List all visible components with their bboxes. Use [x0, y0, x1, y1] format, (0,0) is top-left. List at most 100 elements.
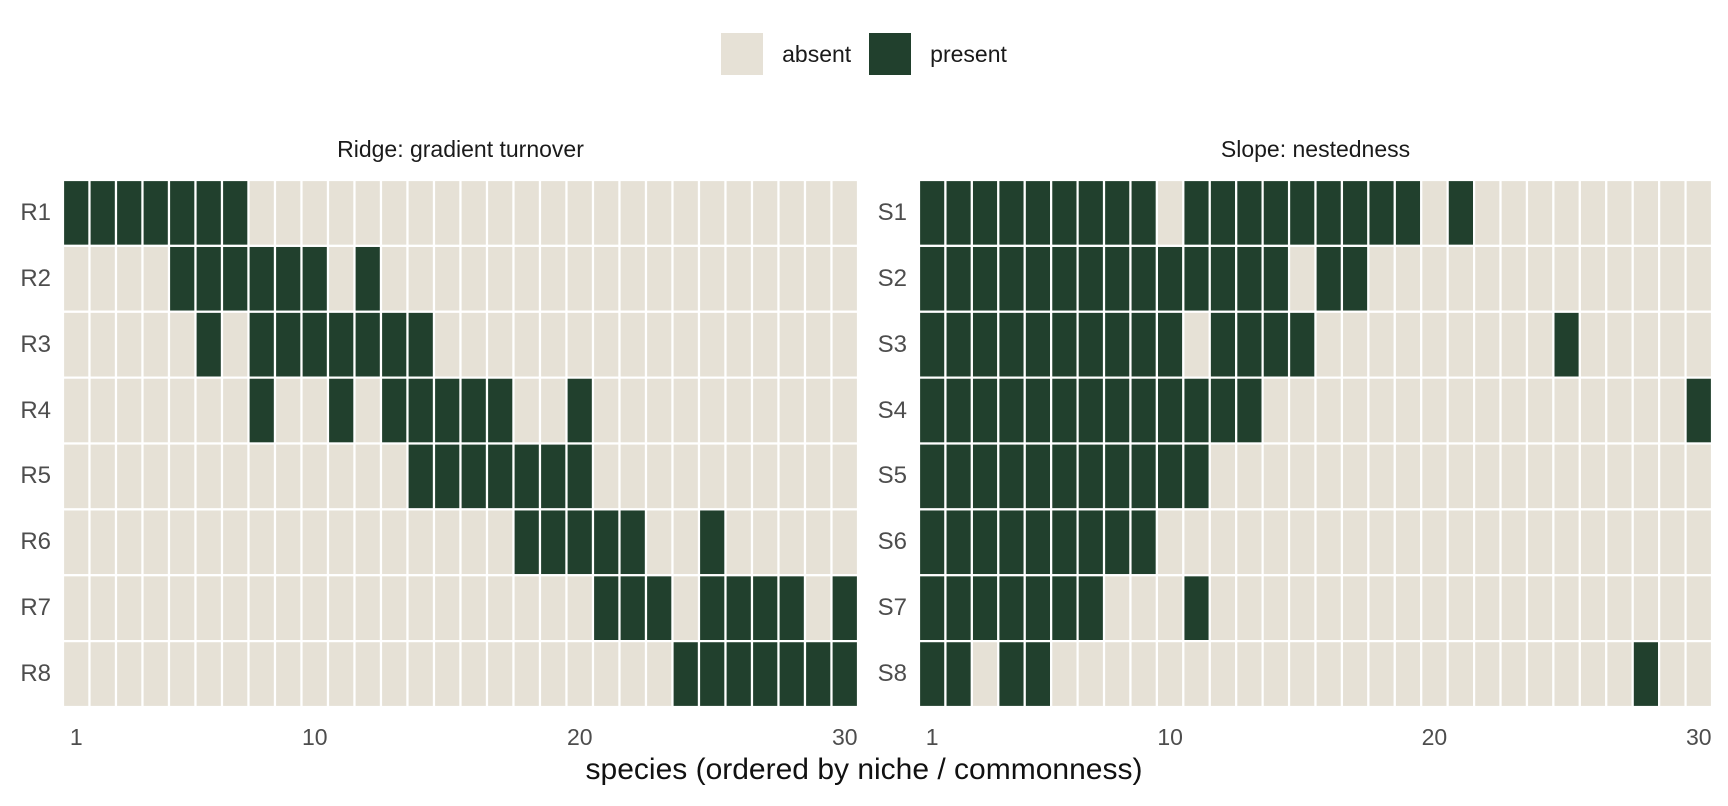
cell-S1-7 — [1076, 178, 1106, 247]
cell-S5-2 — [944, 442, 973, 511]
cell-S5-18 — [1367, 442, 1396, 511]
cell-R5-30 — [830, 442, 860, 511]
cell-S6-20 — [1420, 508, 1449, 577]
cell-R4-5 — [167, 376, 197, 445]
cell-S1-10 — [1155, 178, 1185, 247]
cell-S2-11 — [1182, 244, 1211, 313]
cell-S4-10 — [1155, 376, 1185, 445]
cell-R7-5 — [167, 574, 197, 643]
cell-R3-1 — [61, 310, 91, 379]
cell-S7-18 — [1367, 574, 1396, 643]
cell-R5-14 — [406, 442, 436, 511]
cell-S5-17 — [1340, 442, 1370, 511]
cell-R6-27 — [750, 508, 780, 577]
cell-S7-8 — [1102, 574, 1132, 643]
cell-S8-30 — [1684, 640, 1714, 709]
cell-R8-11 — [326, 640, 356, 709]
x-tick-1-20: 20 — [1421, 724, 1448, 750]
cell-S3-26 — [1578, 310, 1608, 379]
cell-R8-23 — [644, 640, 674, 709]
cell-R3-29 — [803, 310, 833, 379]
x-tick-0-1: 1 — [69, 724, 83, 750]
cell-S8-3 — [970, 640, 1000, 709]
cell-S4-30 — [1684, 376, 1714, 445]
cell-S2-28 — [1631, 244, 1661, 313]
cell-S7-12 — [1208, 574, 1238, 643]
cell-S3-17 — [1340, 310, 1370, 379]
cell-R5-3 — [114, 442, 144, 511]
cell-S1-2 — [944, 178, 973, 247]
cell-R3-9 — [273, 310, 303, 379]
cell-S4-23 — [1499, 376, 1529, 445]
cell-S8-10 — [1155, 640, 1185, 709]
cell-R7-15 — [432, 574, 462, 643]
cell-S7-13 — [1235, 574, 1264, 643]
cell-S2-16 — [1314, 244, 1344, 313]
cell-R6-23 — [644, 508, 674, 577]
x-axis-title: species (ordered by niche / commonness) — [585, 753, 1143, 786]
cell-R7-24 — [671, 574, 701, 643]
cell-R3-18 — [512, 310, 542, 379]
cell-R8-2 — [88, 640, 118, 709]
cell-S5-5 — [1023, 442, 1053, 511]
cell-S8-17 — [1340, 640, 1370, 709]
cell-S7-4 — [997, 574, 1026, 643]
cell-R4-21 — [591, 376, 621, 445]
cell-R7-10 — [300, 574, 330, 643]
cell-R5-6 — [194, 442, 224, 511]
cell-S4-7 — [1076, 376, 1106, 445]
cell-S5-27 — [1605, 442, 1634, 511]
cell-S6-10 — [1155, 508, 1185, 577]
cell-R4-4 — [141, 376, 171, 445]
cell-R2-17 — [485, 244, 515, 313]
cell-R6-11 — [326, 508, 356, 577]
row-label-S2: S2 — [877, 264, 907, 292]
cell-R6-1 — [61, 508, 91, 577]
cell-R6-6 — [194, 508, 224, 577]
cell-R1-18 — [512, 178, 542, 247]
cell-S8-1 — [917, 640, 947, 709]
cell-S3-6 — [1050, 310, 1079, 379]
row-label-S1: S1 — [877, 198, 907, 226]
cell-R1-3 — [114, 178, 144, 247]
cell-R6-29 — [803, 508, 833, 577]
row-label-R8: R8 — [20, 660, 51, 688]
cell-S2-27 — [1605, 244, 1634, 313]
cell-S7-27 — [1605, 574, 1634, 643]
cell-S8-4 — [997, 640, 1026, 709]
cell-R1-12 — [353, 178, 383, 247]
cell-R1-14 — [406, 178, 436, 247]
cell-R3-10 — [300, 310, 330, 379]
cell-S1-3 — [970, 178, 1000, 247]
legend-swatch-absent — [721, 33, 764, 75]
cell-R1-19 — [538, 178, 568, 247]
cell-S4-24 — [1525, 376, 1555, 445]
cell-S3-11 — [1182, 310, 1211, 379]
cell-S1-23 — [1499, 178, 1529, 247]
cell-R1-17 — [485, 178, 515, 247]
cell-R6-16 — [459, 508, 489, 577]
cell-S8-19 — [1393, 640, 1423, 709]
cell-R7-29 — [803, 574, 833, 643]
cell-S5-12 — [1208, 442, 1238, 511]
cell-S2-12 — [1208, 244, 1238, 313]
cell-R5-7 — [220, 442, 250, 511]
cell-R4-30 — [830, 376, 860, 445]
cell-S1-20 — [1420, 178, 1449, 247]
x-tick-1-10: 10 — [1157, 724, 1183, 750]
cell-S7-14 — [1261, 574, 1291, 643]
cell-S2-2 — [944, 244, 973, 313]
cell-R1-21 — [591, 178, 621, 247]
cell-S6-9 — [1129, 508, 1159, 577]
cell-R5-9 — [273, 442, 303, 511]
cell-R5-27 — [750, 442, 780, 511]
cell-R7-6 — [194, 574, 224, 643]
cell-S3-27 — [1605, 310, 1634, 379]
cell-S8-18 — [1367, 640, 1396, 709]
cell-S7-29 — [1658, 574, 1687, 643]
cell-R6-25 — [697, 508, 727, 577]
cell-R8-26 — [724, 640, 754, 709]
cell-R6-2 — [88, 508, 118, 577]
cell-R5-28 — [777, 442, 807, 511]
